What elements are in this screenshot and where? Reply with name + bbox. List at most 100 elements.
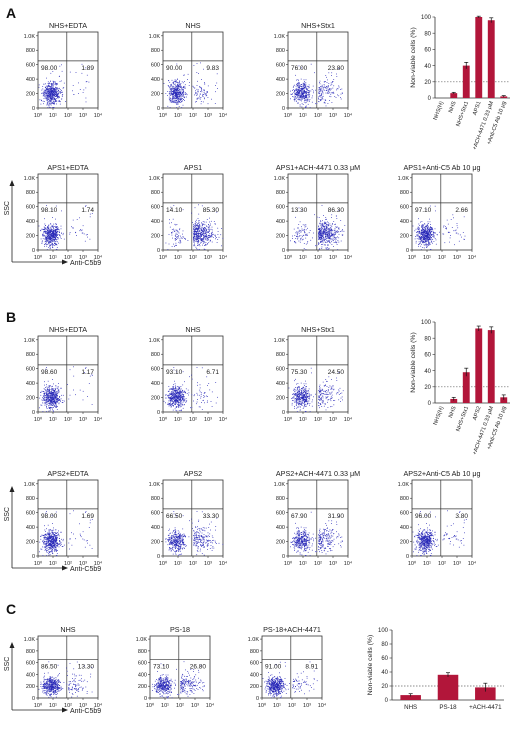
event-dot (320, 241, 321, 242)
event-dot (55, 241, 56, 243)
event-dot (55, 101, 57, 102)
event-dot (205, 235, 207, 236)
event-dot (175, 86, 177, 88)
event-dot (210, 228, 212, 230)
event-dot (174, 393, 175, 395)
event-dot (46, 384, 47, 386)
event-dot (50, 229, 52, 231)
event-dot (428, 245, 430, 246)
event-dot (338, 85, 340, 87)
event-dot (216, 73, 218, 75)
event-dot (325, 92, 327, 94)
event-dot (45, 240, 46, 242)
event-dot (299, 95, 301, 97)
event-dot (328, 236, 330, 238)
event-dot (181, 397, 182, 399)
event-dot (53, 81, 54, 83)
event-dots (290, 205, 346, 250)
event-dot (176, 397, 178, 399)
event-dot (53, 88, 54, 90)
event-dot (184, 404, 185, 405)
event-dot (48, 410, 50, 412)
event-dot (328, 233, 330, 234)
event-dot (430, 236, 431, 238)
event-dot (177, 389, 179, 391)
event-dot (168, 86, 170, 88)
event-dot (54, 237, 55, 238)
event-dot (54, 83, 56, 85)
event-dot (321, 223, 323, 225)
event-dot (336, 231, 337, 233)
event-dot (49, 402, 50, 404)
event-dot (292, 89, 294, 90)
event-dot (204, 224, 206, 226)
event-dot (304, 86, 306, 88)
event-dot (182, 395, 184, 397)
event-dot (52, 238, 54, 240)
event-dot (425, 240, 426, 242)
event-dot (167, 404, 169, 405)
event-dot (332, 81, 334, 82)
event-dot (208, 232, 209, 233)
event-dot (299, 230, 301, 231)
event-dot (52, 235, 54, 236)
event-dot (51, 96, 53, 98)
event-dot (201, 238, 203, 240)
event-dot (50, 231, 52, 233)
event-dot (292, 93, 293, 95)
event-dot (183, 86, 184, 88)
event-dot (49, 401, 51, 403)
y-tick-label: 600 (400, 205, 409, 211)
event-dot (51, 97, 53, 99)
event-dot (171, 90, 172, 91)
event-dot (46, 231, 48, 233)
event-dot (173, 205, 175, 206)
event-dot (197, 218, 199, 219)
event-dot (421, 240, 422, 242)
event-dot (333, 239, 335, 240)
event-dot (302, 90, 304, 92)
event-dot (43, 232, 45, 234)
event-dot (47, 397, 49, 399)
event-dot (295, 85, 297, 87)
event-dot (183, 397, 185, 399)
event-dot (318, 88, 320, 90)
event-dot (327, 235, 328, 237)
event-dot (308, 92, 310, 94)
event-dot (329, 236, 330, 238)
event-dot (336, 226, 338, 228)
event-dot (420, 221, 421, 223)
event-dot (52, 232, 53, 233)
event-dot (305, 97, 307, 99)
event-dot (48, 241, 50, 243)
event-dots (163, 62, 218, 108)
event-dot (323, 102, 325, 104)
event-dot (309, 107, 311, 108)
event-dot (43, 391, 45, 392)
event-dot (47, 88, 48, 90)
event-dot (321, 238, 323, 239)
event-dot (194, 242, 195, 244)
event-dot (298, 97, 300, 99)
event-dot (179, 102, 181, 103)
event-dot (302, 224, 304, 226)
event-dot (49, 394, 50, 396)
event-dot (39, 99, 41, 101)
event-dot (84, 372, 85, 373)
event-dot (173, 394, 175, 396)
event-dot (171, 87, 173, 89)
event-dot (301, 228, 303, 230)
event-dot (428, 239, 430, 240)
event-dot (180, 92, 182, 94)
event-dot (52, 93, 54, 94)
event-dot (56, 244, 57, 245)
event-dot (290, 93, 292, 95)
event-dot (53, 237, 54, 238)
event-dot (51, 404, 52, 405)
event-dot (182, 398, 183, 400)
y-tick-label: 400 (151, 381, 160, 387)
event-dot (46, 77, 47, 79)
event-dot (216, 242, 218, 243)
event-dot (174, 89, 175, 91)
event-dot (49, 241, 50, 243)
